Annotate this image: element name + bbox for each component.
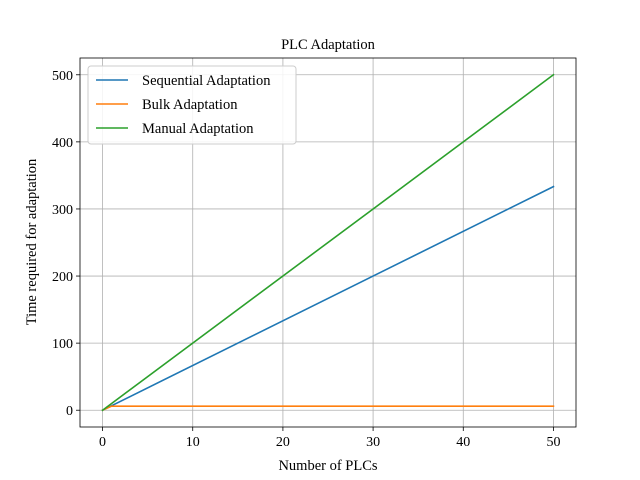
series-lines [101, 73, 555, 412]
legend-box [87, 65, 297, 145]
legend-label-manual-adaptation: Manual Adaptation [142, 121, 254, 137]
chart-title: PLC Adaptation [281, 37, 376, 53]
x-tick-label: 0 [99, 435, 106, 450]
plot-frame [79, 57, 577, 428]
y-tick-label: 500 [52, 69, 73, 84]
series-line-manual-adaptation [101, 73, 555, 412]
x-tick-label: 40 [456, 435, 470, 450]
y-tick-label: 200 [52, 270, 73, 285]
y-axis-label: Time required for adaptation [24, 158, 40, 325]
x-axis-label: Number of PLCs [278, 458, 377, 474]
y-tick-label: 400 [52, 136, 73, 151]
x-tick-label: 30 [366, 435, 380, 450]
x-tick-label: 20 [276, 435, 290, 450]
y-tick-label: 300 [52, 203, 73, 218]
y-tick-label: 100 [52, 337, 73, 352]
y-axis-ticks: 0 100 200 300 400 500 [52, 69, 80, 419]
x-tick-label: 10 [186, 435, 200, 450]
x-tick-label: 50 [546, 435, 560, 450]
series-line-bulk-adaptation [101, 405, 555, 412]
legend-label-bulk-adaptation: Bulk Adaptation [142, 97, 238, 113]
x-axis-ticks: 0 10 20 30 40 50 [99, 427, 560, 450]
y-tick-label: 0 [66, 404, 73, 419]
legend-label-sequential-adaptation: Sequential Adaptation [142, 73, 271, 89]
legend: Sequential Adaptation Bulk Adaptation Manu… [87, 65, 297, 145]
series-line-sequential-adaptation [101, 185, 555, 412]
